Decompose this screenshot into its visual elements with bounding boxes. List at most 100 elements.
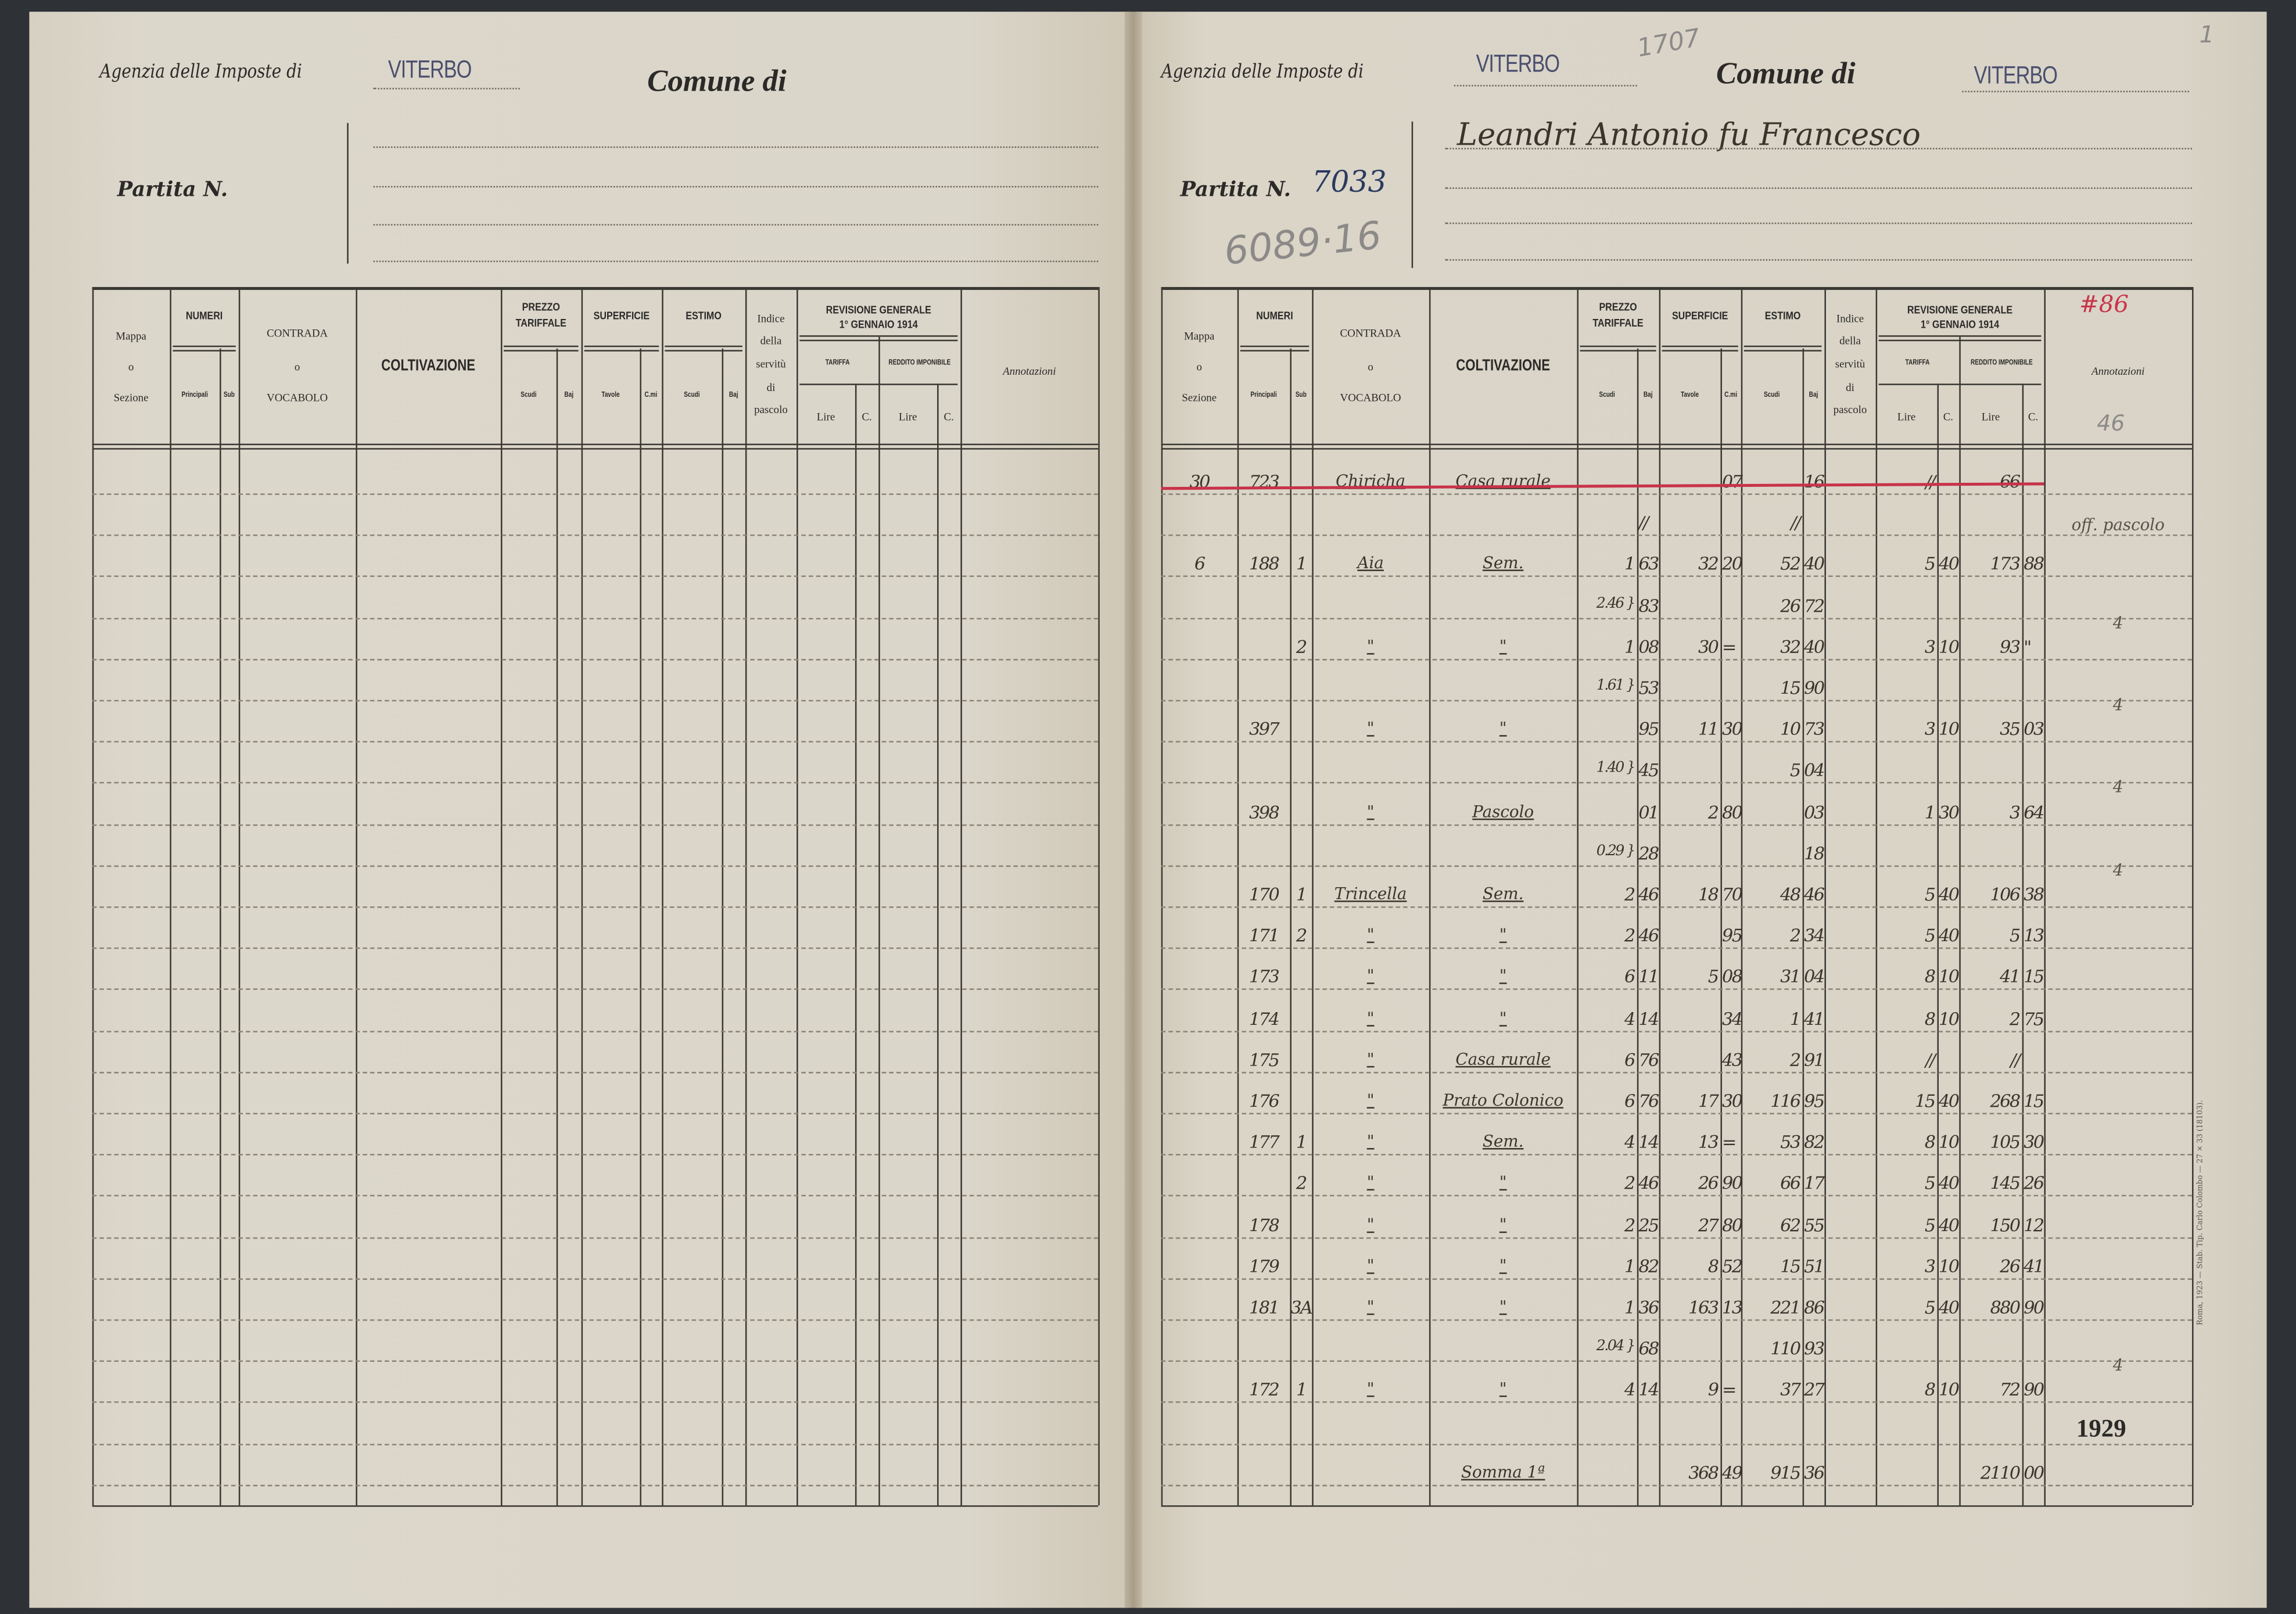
cell-sub: 1 bbox=[1296, 554, 1307, 575]
cell-estimo-baj: 40 bbox=[1804, 636, 1825, 658]
cell-principali: 171 bbox=[1249, 926, 1280, 946]
cell-estimo-baj: 90 bbox=[1804, 677, 1825, 699]
column-line bbox=[1237, 286, 1239, 1505]
header-prezzo: TARIFFALE bbox=[1592, 316, 1644, 330]
cell-reddito-lire: 93 bbox=[2000, 636, 2021, 658]
subcolumn-line bbox=[640, 348, 641, 1505]
cell-reddito-lire: 26 bbox=[2000, 1256, 2021, 1277]
header-baj: Baj bbox=[564, 390, 574, 400]
comune-label: Comune di bbox=[647, 63, 787, 98]
dotted-line bbox=[373, 260, 1099, 263]
column-line bbox=[92, 286, 94, 1505]
cell-tariffa-c: 40 bbox=[1939, 1214, 1960, 1236]
header-c: C. bbox=[862, 410, 872, 424]
column-line bbox=[2044, 286, 2046, 1505]
header-baj: Baj bbox=[1643, 390, 1653, 400]
cell-estimo-scudi: 915 bbox=[1770, 1462, 1801, 1483]
header-rule bbox=[1161, 443, 2193, 446]
subcolumn-line bbox=[878, 336, 880, 1505]
row-line bbox=[1161, 865, 2193, 867]
cell-estimo-baj: 91 bbox=[1804, 1049, 1825, 1070]
header-mappa: Mappa bbox=[1183, 329, 1215, 343]
cell-sup-cmi: 80 bbox=[1721, 1214, 1743, 1236]
cell-sup-cmi: = bbox=[1721, 1380, 1737, 1401]
partita-label: Partita N. bbox=[117, 178, 228, 202]
cell-sup-tavole: 13 bbox=[1698, 1132, 1719, 1153]
row-line bbox=[1161, 1154, 2193, 1156]
subcolumn-line bbox=[1637, 348, 1639, 1505]
cell-contrada: " bbox=[1366, 926, 1375, 945]
row-line bbox=[1161, 782, 2193, 784]
cell-tariffa-c: 10 bbox=[1939, 1132, 1960, 1153]
cell-reddito-lire: 173 bbox=[1990, 554, 2021, 575]
cell-tariffa-lire: 8 bbox=[1924, 967, 1936, 988]
subcolumn-line bbox=[556, 348, 558, 1505]
group-rule bbox=[1878, 383, 2042, 385]
cell-coltivazione: Pascolo bbox=[1472, 802, 1534, 821]
cell-contrada: " bbox=[1366, 1173, 1375, 1193]
year-stamp: 1929 bbox=[2076, 1414, 2126, 1443]
row-line bbox=[92, 906, 1099, 908]
header-indice: servitù bbox=[1835, 357, 1866, 371]
corner-number: 1 bbox=[2199, 20, 2215, 49]
cell-estimo-baj: 93 bbox=[1804, 1339, 1825, 1360]
red-note: #86 bbox=[2079, 290, 2129, 318]
cell-coltivazione: " bbox=[1499, 967, 1507, 987]
cell-annotazioni: off. pascolo bbox=[2071, 515, 2165, 535]
cell-prezzo-baj: 83 bbox=[1638, 595, 1659, 616]
subcolumn-line bbox=[1802, 348, 1804, 1505]
group-rule bbox=[1240, 345, 1310, 347]
cell-prezzo-scudi: 6 bbox=[1624, 1049, 1635, 1070]
cell-tariffa-c: 30 bbox=[1939, 802, 1960, 823]
header-c: C. bbox=[2028, 410, 2039, 424]
cell-sup-cmi: 70 bbox=[1721, 884, 1743, 905]
annotation-note: 46 bbox=[2097, 410, 2125, 437]
cell-estimo-baj: 18 bbox=[1804, 843, 1825, 864]
cell-annotazioni: 4 bbox=[2112, 1356, 2123, 1376]
cell-reddito-lire: 2 bbox=[2009, 1008, 2021, 1029]
column-line bbox=[581, 286, 583, 1505]
cell-annotazioni: 4 bbox=[2112, 860, 2123, 880]
row-line bbox=[92, 1195, 1099, 1197]
row-line bbox=[92, 741, 1099, 743]
cell-sup-cmi: 30 bbox=[1721, 1091, 1743, 1111]
row-line bbox=[92, 782, 1099, 784]
cell-estimo-baj: 72 bbox=[1804, 595, 1825, 616]
cell-prezzo-baj: 36 bbox=[1638, 1297, 1659, 1318]
cell-prezzo-baj: 25 bbox=[1638, 1214, 1659, 1236]
group-rule bbox=[1240, 350, 1310, 352]
row-line bbox=[1161, 906, 2193, 908]
cell-prezzo-scudi: 4 bbox=[1624, 1008, 1635, 1029]
header-sub: Sub bbox=[223, 390, 235, 400]
agency-label: Agenzia delle Imposte di bbox=[1161, 61, 1364, 84]
header-mappa: Mappa bbox=[116, 329, 146, 343]
cell-prezzo-baj: 63 bbox=[1638, 554, 1659, 575]
header-annotazioni: Annotazioni bbox=[2091, 364, 2145, 378]
header-contrada: o bbox=[294, 360, 300, 374]
cell-principali: 398 bbox=[1249, 802, 1280, 823]
cell-sup-tavole: 9 bbox=[1707, 1380, 1719, 1401]
cell-prezzo-scudi: 2.04 } bbox=[1596, 1339, 1636, 1355]
dotted-line bbox=[1962, 91, 2189, 92]
cell-sup-cmi: 13 bbox=[1721, 1297, 1743, 1318]
cell-coltivazione: Somma 1ª bbox=[1461, 1462, 1545, 1482]
header-contrada: CONTRADA bbox=[267, 327, 328, 340]
row-line bbox=[1161, 741, 2193, 743]
header-superficie: SUPERFICIE bbox=[1671, 309, 1728, 322]
cell-reddito-lire: 2110 bbox=[1980, 1462, 2021, 1483]
column-line bbox=[745, 286, 747, 1505]
dotted-line bbox=[1445, 259, 2193, 261]
cell-contrada: Trincella bbox=[1334, 884, 1407, 904]
cell-sup-tavole: 27 bbox=[1698, 1214, 1719, 1236]
cell-coltivazione: " bbox=[1499, 1297, 1507, 1317]
group-rule bbox=[584, 350, 659, 352]
subcolumn-line bbox=[2022, 383, 2024, 1505]
column-line bbox=[960, 286, 962, 1505]
cell-coltivazione: " bbox=[1499, 926, 1507, 945]
cell-estimo-baj: 73 bbox=[1804, 719, 1825, 740]
cell-sup-tavole: 30 bbox=[1698, 636, 1719, 658]
divider bbox=[1411, 121, 1414, 268]
header-baj: Baj bbox=[729, 390, 738, 400]
cell-sup-cmi: 20 bbox=[1721, 554, 1743, 575]
